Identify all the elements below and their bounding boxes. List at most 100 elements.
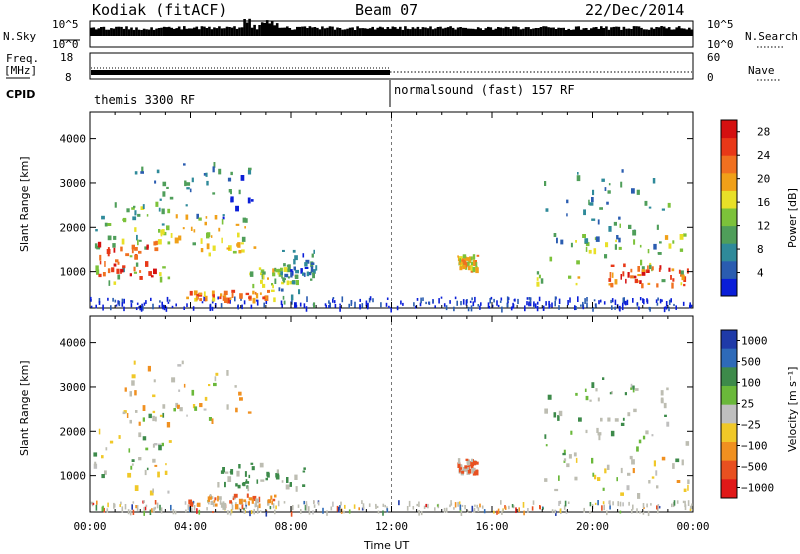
data-cell — [230, 191, 232, 195]
data-cell — [687, 484, 689, 491]
data-cell — [275, 473, 280, 477]
data-cell — [265, 477, 268, 481]
data-cell — [107, 247, 110, 250]
nsky-bar — [662, 26, 666, 36]
data-cell — [283, 263, 286, 267]
data-cell — [145, 261, 149, 267]
data-cell — [213, 500, 216, 503]
data-cell — [681, 459, 684, 466]
data-cell — [226, 297, 230, 304]
data-cell — [152, 443, 155, 448]
data-cell — [636, 508, 638, 514]
data-cell — [458, 467, 463, 473]
data-cell — [641, 266, 645, 270]
data-cell — [524, 305, 526, 312]
data-cell — [116, 268, 120, 274]
data-cell — [255, 501, 258, 508]
data-cell — [113, 263, 117, 267]
data-cell — [206, 232, 210, 239]
data-cell — [121, 298, 124, 304]
data-cell — [194, 297, 198, 302]
nsky-bar — [180, 29, 183, 36]
nsky-bar — [592, 27, 596, 36]
nsky-bar — [358, 28, 362, 36]
nsky-bar — [401, 29, 405, 36]
data-cell — [129, 510, 132, 516]
data-cell — [138, 432, 142, 438]
data-cell — [199, 403, 203, 408]
data-cell — [236, 470, 240, 477]
data-cell — [141, 303, 143, 308]
data-cell — [578, 417, 582, 422]
data-cell — [558, 298, 561, 305]
data-cell — [464, 505, 466, 510]
data-cell — [241, 236, 246, 242]
nsky-bar — [230, 27, 234, 36]
data-cell — [274, 509, 276, 515]
data-cell — [588, 249, 592, 254]
data-cell — [593, 248, 597, 255]
data-cell — [260, 269, 265, 273]
data-cell — [90, 501, 92, 505]
data-cell — [436, 504, 439, 507]
data-cell — [272, 503, 275, 509]
nsky-bar — [338, 28, 342, 36]
data-cell — [157, 443, 162, 446]
data-cell — [196, 213, 199, 219]
data-cell — [234, 296, 236, 302]
data-cell — [608, 278, 612, 282]
data-cell — [533, 301, 535, 307]
nsky-bar — [630, 29, 633, 36]
data-cell — [192, 404, 196, 409]
data-cell — [512, 505, 515, 509]
data-cell — [198, 217, 202, 221]
data-cell — [182, 227, 185, 230]
data-cell — [302, 272, 305, 276]
data-cell — [639, 510, 641, 514]
nsky-bar — [534, 28, 538, 36]
data-cell — [101, 455, 104, 459]
data-cell — [588, 199, 590, 206]
nsky-bar — [564, 30, 568, 36]
data-cell — [470, 463, 473, 469]
data-cell — [523, 510, 525, 516]
data-cell — [129, 391, 132, 397]
data-cell — [256, 508, 259, 514]
nsky-bar — [208, 26, 211, 36]
data-cell — [631, 459, 635, 465]
data-cell — [186, 296, 189, 300]
data-cell — [130, 465, 133, 470]
data-cell — [630, 268, 633, 273]
data-cell — [628, 224, 632, 229]
data-cell — [476, 504, 478, 509]
data-cell — [645, 430, 649, 435]
data-cell — [214, 215, 218, 220]
data-cell — [313, 302, 316, 308]
data-cell — [130, 303, 133, 308]
data-cell — [466, 460, 471, 466]
data-cell — [281, 281, 285, 285]
data-cell — [328, 305, 330, 308]
data-cell — [203, 296, 205, 302]
data-cell — [215, 372, 219, 376]
data-cell — [221, 237, 223, 244]
data-cell — [233, 493, 238, 498]
data-cell — [152, 458, 156, 463]
data-cell — [252, 290, 255, 295]
data-cell — [230, 469, 234, 475]
data-cell — [333, 300, 336, 304]
nsky-bar — [293, 29, 297, 36]
data-cell — [639, 280, 642, 284]
nsky-bar — [474, 29, 477, 36]
data-cell — [518, 507, 520, 513]
data-cell — [121, 302, 124, 307]
data-cell — [211, 290, 215, 297]
data-cell — [124, 504, 127, 510]
nsky-bar — [301, 26, 304, 36]
data-cell — [139, 276, 143, 280]
data-cell — [162, 266, 166, 269]
nsky-bar — [110, 28, 113, 36]
data-cell — [657, 252, 661, 255]
data-cell — [290, 510, 293, 517]
data-cell — [469, 300, 472, 303]
